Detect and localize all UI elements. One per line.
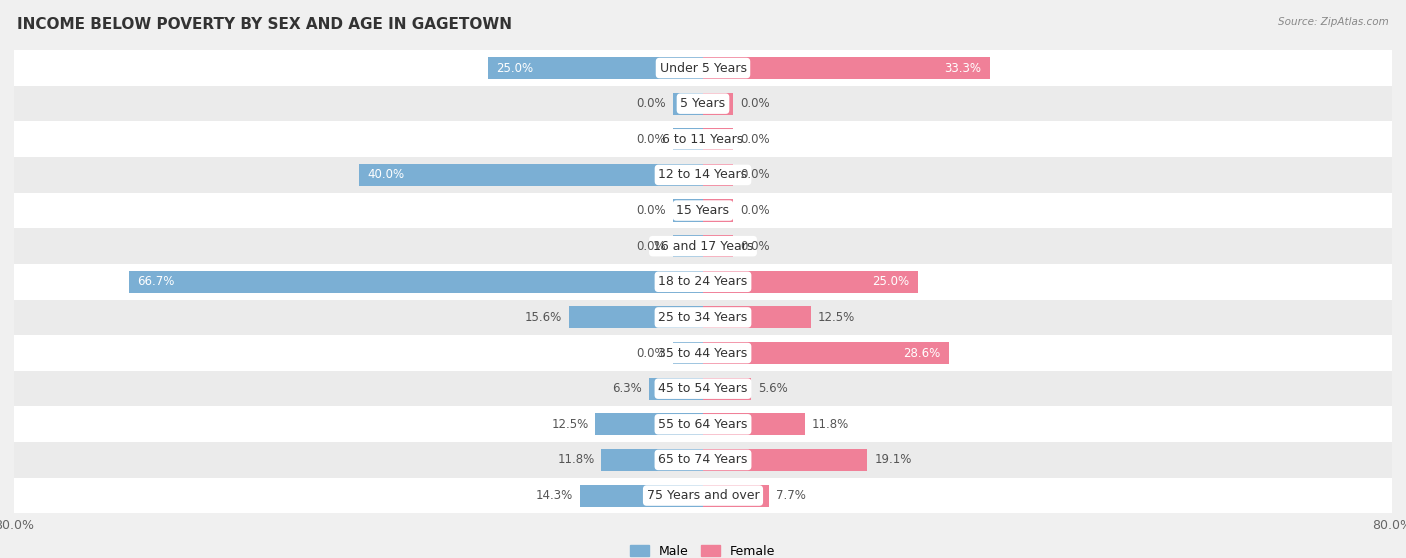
Text: 0.0%: 0.0%	[637, 97, 666, 110]
Text: 11.8%: 11.8%	[811, 418, 849, 431]
Text: 65 to 74 Years: 65 to 74 Years	[658, 454, 748, 466]
Bar	[14, 478, 1392, 513]
Bar	[703, 200, 733, 222]
Text: 12.5%: 12.5%	[551, 418, 589, 431]
Bar	[14, 50, 1392, 86]
Bar	[673, 128, 703, 150]
Bar	[703, 378, 751, 400]
Text: INCOME BELOW POVERTY BY SEX AND AGE IN GAGETOWN: INCOME BELOW POVERTY BY SEX AND AGE IN G…	[17, 17, 512, 32]
Bar	[703, 128, 733, 150]
Bar	[703, 271, 918, 293]
Bar	[14, 264, 1392, 300]
Text: 6 to 11 Years: 6 to 11 Years	[662, 133, 744, 146]
Text: 0.0%: 0.0%	[637, 240, 666, 253]
Bar	[602, 449, 703, 471]
Bar	[14, 86, 1392, 122]
Bar	[579, 484, 703, 507]
Text: 0.0%: 0.0%	[637, 347, 666, 359]
Bar	[703, 93, 733, 115]
Text: 25.0%: 25.0%	[873, 275, 910, 288]
Text: 0.0%: 0.0%	[637, 133, 666, 146]
Bar	[488, 57, 703, 79]
Text: Source: ZipAtlas.com: Source: ZipAtlas.com	[1278, 17, 1389, 27]
Text: 5.6%: 5.6%	[758, 382, 787, 395]
Text: 12 to 14 Years: 12 to 14 Years	[658, 169, 748, 181]
Bar	[703, 449, 868, 471]
Text: 18 to 24 Years: 18 to 24 Years	[658, 275, 748, 288]
Bar	[14, 300, 1392, 335]
Bar	[359, 164, 703, 186]
Text: 33.3%: 33.3%	[945, 61, 981, 75]
Text: 16 and 17 Years: 16 and 17 Years	[652, 240, 754, 253]
Text: 40.0%: 40.0%	[367, 169, 405, 181]
Bar	[673, 342, 703, 364]
Text: 15 Years: 15 Years	[676, 204, 730, 217]
Bar	[14, 406, 1392, 442]
Bar	[673, 93, 703, 115]
Bar	[128, 271, 703, 293]
Bar	[703, 413, 804, 435]
Bar	[703, 484, 769, 507]
Text: 19.1%: 19.1%	[875, 454, 911, 466]
Bar	[14, 157, 1392, 193]
Text: 0.0%: 0.0%	[740, 169, 769, 181]
Bar	[595, 413, 703, 435]
Text: 75 Years and over: 75 Years and over	[647, 489, 759, 502]
Bar	[14, 122, 1392, 157]
Text: 25.0%: 25.0%	[496, 61, 533, 75]
Text: 12.5%: 12.5%	[817, 311, 855, 324]
Bar	[673, 235, 703, 257]
Text: 35 to 44 Years: 35 to 44 Years	[658, 347, 748, 359]
Text: 66.7%: 66.7%	[138, 275, 174, 288]
Text: Under 5 Years: Under 5 Years	[659, 61, 747, 75]
Bar	[673, 200, 703, 222]
Text: 0.0%: 0.0%	[740, 240, 769, 253]
Bar	[703, 57, 990, 79]
Text: 0.0%: 0.0%	[740, 204, 769, 217]
Text: 45 to 54 Years: 45 to 54 Years	[658, 382, 748, 395]
Bar	[703, 235, 733, 257]
Text: 0.0%: 0.0%	[740, 97, 769, 110]
Text: 5 Years: 5 Years	[681, 97, 725, 110]
Legend: Male, Female: Male, Female	[626, 540, 780, 558]
Text: 6.3%: 6.3%	[612, 382, 643, 395]
Bar	[703, 306, 811, 329]
Text: 0.0%: 0.0%	[637, 204, 666, 217]
Text: 11.8%: 11.8%	[557, 454, 595, 466]
Text: 7.7%: 7.7%	[776, 489, 806, 502]
Text: 55 to 64 Years: 55 to 64 Years	[658, 418, 748, 431]
Bar	[14, 442, 1392, 478]
Bar	[14, 193, 1392, 228]
Bar	[648, 378, 703, 400]
Bar	[568, 306, 703, 329]
Text: 15.6%: 15.6%	[524, 311, 562, 324]
Bar	[703, 342, 949, 364]
Bar	[14, 228, 1392, 264]
Bar	[14, 371, 1392, 406]
Text: 0.0%: 0.0%	[740, 133, 769, 146]
Text: 28.6%: 28.6%	[904, 347, 941, 359]
Bar	[703, 164, 733, 186]
Bar	[14, 335, 1392, 371]
Text: 25 to 34 Years: 25 to 34 Years	[658, 311, 748, 324]
Text: 14.3%: 14.3%	[536, 489, 574, 502]
